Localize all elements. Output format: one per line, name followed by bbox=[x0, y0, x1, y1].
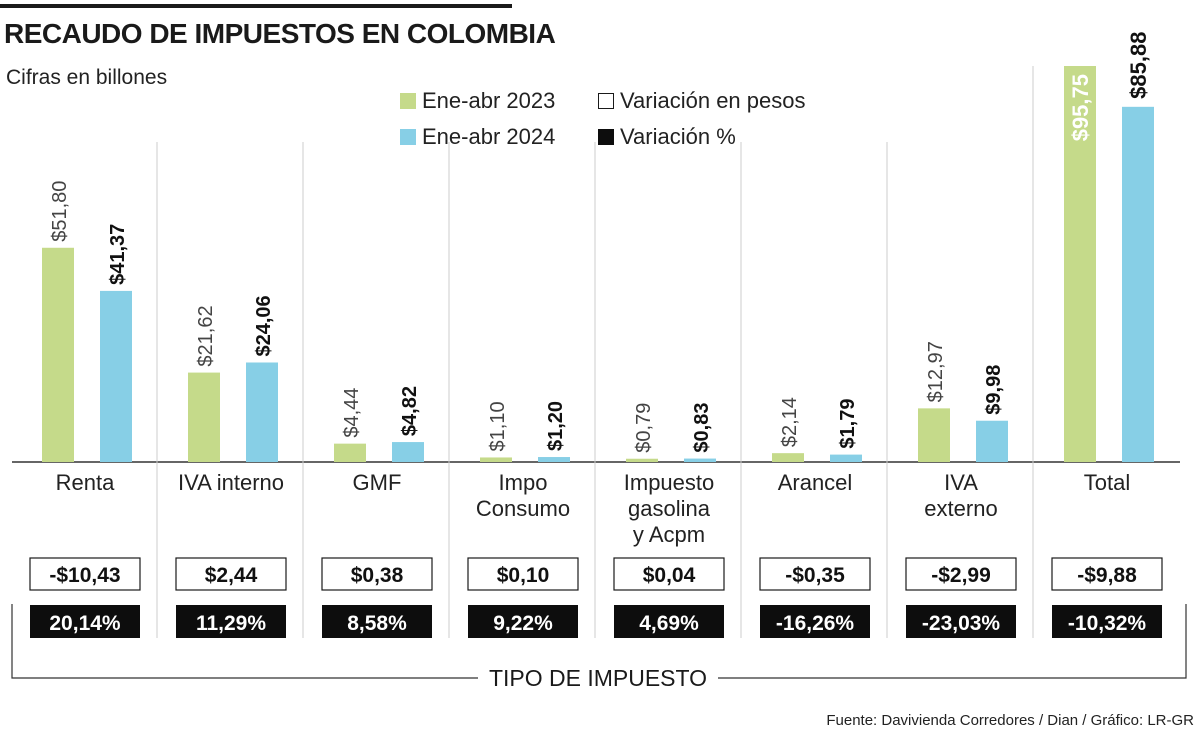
legend-swatch-2024 bbox=[400, 129, 416, 145]
legend-swatch-var-pesos bbox=[598, 93, 614, 109]
legend-label-var-pesos: Variación en pesos bbox=[620, 88, 806, 113]
bar-2023 bbox=[1064, 66, 1096, 462]
var-pct-box bbox=[30, 605, 140, 638]
category-label: Impuesto bbox=[624, 470, 715, 495]
bar-2023 bbox=[772, 453, 804, 462]
value-label-2024: $85,88 bbox=[1126, 32, 1151, 99]
var-pesos-box bbox=[321, 557, 433, 591]
axis-bracket-left bbox=[11, 604, 478, 679]
category-label: gasolina bbox=[628, 496, 711, 521]
var-pesos-value: -$0,35 bbox=[785, 564, 845, 587]
legend-label-2024: Ene-abr 2024 bbox=[422, 124, 556, 149]
var-pct-value: -10,32% bbox=[1068, 612, 1147, 635]
var-pct-box bbox=[322, 605, 432, 638]
bar-2023 bbox=[334, 443, 366, 462]
bar-2023 bbox=[188, 372, 220, 462]
legend-item-2024: Ene-abr 2024 bbox=[400, 124, 555, 150]
chart-subtitle: Cifras en billones bbox=[6, 66, 168, 89]
value-label-2024: $0,83 bbox=[691, 403, 713, 453]
var-pesos-value: -$10,43 bbox=[49, 564, 120, 587]
var-pct-box bbox=[1052, 605, 1162, 638]
chart-title: RECAUDO DE IMPUESTOS EN COLOMBIA bbox=[4, 18, 556, 49]
var-pct-box bbox=[760, 605, 870, 638]
var-pct-box bbox=[468, 605, 578, 638]
value-label-2023: $51,80 bbox=[49, 181, 71, 242]
bar-2024 bbox=[830, 454, 862, 462]
bar-2024 bbox=[246, 362, 278, 462]
var-pct-value: -23,03% bbox=[922, 612, 1001, 635]
bar-2024 bbox=[538, 457, 570, 462]
var-pct-box bbox=[906, 605, 1016, 638]
bar-2024 bbox=[392, 442, 424, 462]
var-pesos-value: $0,38 bbox=[351, 564, 404, 587]
category-label: IVA bbox=[944, 470, 978, 495]
value-label-2023: $1,10 bbox=[487, 401, 509, 451]
legend-label-2023: Ene-abr 2023 bbox=[422, 88, 556, 113]
var-pesos-box bbox=[467, 557, 579, 591]
var-pct-value: 4,69% bbox=[639, 612, 699, 635]
category-label: Renta bbox=[56, 470, 115, 495]
bar-2023 bbox=[918, 408, 950, 462]
x-axis-label: TIPO DE IMPUESTO bbox=[489, 665, 707, 691]
legend-item-var-pesos: Variación en pesos bbox=[598, 88, 806, 114]
var-pesos-box bbox=[1051, 557, 1163, 591]
var-pesos-box bbox=[905, 557, 1017, 591]
value-label-2024: $41,37 bbox=[107, 224, 129, 285]
value-label-2023: $95,75 bbox=[1068, 74, 1093, 141]
legend-swatch-2023 bbox=[400, 93, 416, 109]
bar-2024 bbox=[1122, 106, 1154, 462]
value-label-2023: $21,62 bbox=[195, 305, 217, 366]
var-pct-value: 20,14% bbox=[49, 612, 121, 635]
legend-item-2023: Ene-abr 2023 bbox=[400, 88, 555, 114]
bar-2024 bbox=[100, 290, 132, 462]
axis-bracket-right bbox=[718, 604, 1187, 679]
category-label: GMF bbox=[353, 470, 402, 495]
var-pct-value: -16,26% bbox=[776, 612, 855, 635]
var-pct-box bbox=[176, 605, 286, 638]
var-pct-box bbox=[614, 605, 724, 638]
var-pesos-box bbox=[29, 557, 141, 591]
var-pesos-box bbox=[613, 557, 725, 591]
title-rule bbox=[0, 4, 512, 8]
legend-swatch-var-pct bbox=[598, 129, 614, 145]
value-label-2024: $24,06 bbox=[253, 295, 275, 356]
var-pesos-value: -$9,88 bbox=[1077, 564, 1137, 587]
value-label-2024: $4,82 bbox=[399, 386, 421, 436]
var-pesos-value: $0,10 bbox=[497, 564, 550, 587]
category-label: Arancel bbox=[778, 470, 853, 495]
category-label: IVA interno bbox=[178, 470, 284, 495]
bar-2023 bbox=[626, 458, 658, 462]
var-pesos-value: $2,44 bbox=[205, 564, 258, 587]
bar-2024 bbox=[976, 420, 1008, 462]
var-pesos-box bbox=[175, 557, 287, 591]
value-label-2024: $1,79 bbox=[837, 399, 859, 449]
value-label-2024: $9,98 bbox=[983, 365, 1005, 415]
category-label: Consumo bbox=[476, 496, 570, 521]
value-label-2023: $2,14 bbox=[779, 397, 801, 447]
value-label-2024: $1,20 bbox=[545, 401, 567, 451]
legend-label-var-pct: Variación % bbox=[620, 124, 736, 149]
bar-2023 bbox=[480, 457, 512, 462]
value-label-2023: $12,97 bbox=[925, 341, 947, 402]
var-pct-value: 9,22% bbox=[493, 612, 553, 635]
var-pesos-value: -$2,99 bbox=[931, 564, 991, 587]
category-label: externo bbox=[924, 496, 997, 521]
bar-2024 bbox=[684, 458, 716, 462]
value-label-2023: $4,44 bbox=[341, 388, 363, 438]
source-footer: Fuente: Davivienda Corredores / Dian / G… bbox=[826, 712, 1194, 729]
category-label: Total bbox=[1084, 470, 1130, 495]
var-pesos-value: $0,04 bbox=[643, 564, 696, 587]
category-label: y Acpm bbox=[633, 522, 705, 547]
var-pct-value: 11,29% bbox=[196, 612, 266, 635]
var-pct-value: 8,58% bbox=[347, 612, 407, 635]
var-pesos-box bbox=[759, 557, 871, 591]
value-label-2023: $0,79 bbox=[633, 403, 655, 453]
legend-item-var-pct: Variación % bbox=[598, 124, 736, 150]
bar-2023 bbox=[42, 247, 74, 462]
category-label: Impo bbox=[499, 470, 548, 495]
